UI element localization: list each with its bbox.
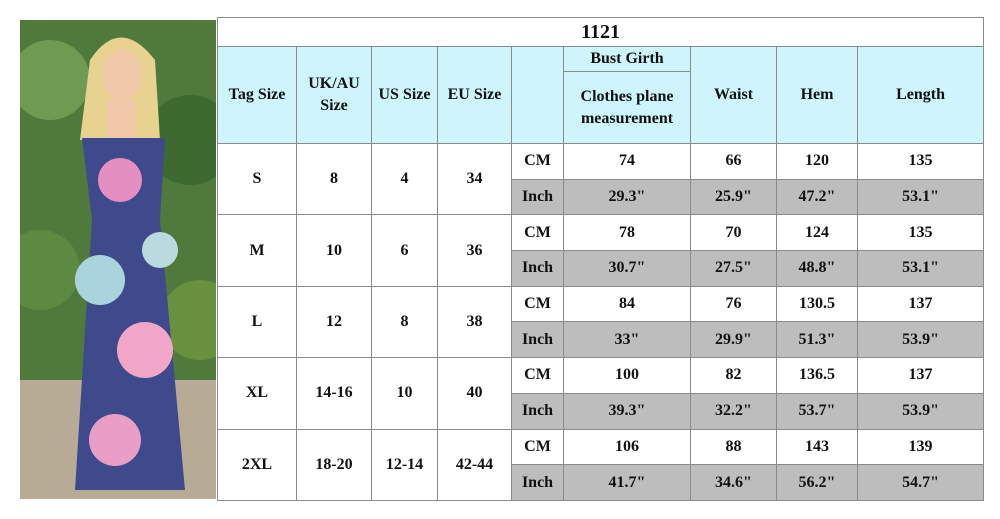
value-cell: 48.8": [776, 250, 858, 287]
unit-cell: Inch: [511, 178, 564, 216]
header-cell: Clothes plane measurement: [563, 71, 691, 144]
table-row: Clothes plane measurement: [218, 71, 984, 144]
size-cell: 42-44: [437, 428, 512, 501]
value-cell: 78: [563, 214, 691, 252]
table-row: Tag Size UK/AU Size US Size EU Size Bust Gir…: [217, 46, 985, 144]
header-cell: Tag Size: [217, 46, 297, 144]
value-cell: 100: [563, 357, 691, 394]
value-cell: 56.2": [776, 464, 858, 501]
product-photo: [20, 20, 216, 499]
table-row: 1121: [216, 17, 985, 47]
value-cell: 54.7": [856, 464, 985, 501]
value-cell: 82: [690, 357, 777, 394]
table-row: Inch 30.7" 27.5" 48.8" 53.1": [218, 250, 985, 287]
value-cell: 27.5": [690, 250, 777, 287]
value-cell: 137: [856, 357, 985, 394]
table-row: Inch 29.3" 25.9" 47.2" 53.1": [218, 178, 985, 216]
size-cell: 36: [437, 214, 512, 287]
table-row: XL 14-16 10 40 CM 100 82 136.5 137: [217, 357, 985, 430]
table-row: S 8 4 34 CM 74 66 120 135: [217, 142, 985, 216]
size-cell: 2XL: [217, 428, 297, 501]
table-row: 2XL 18-20 12-14 42-44 CM 106 88 143 139: [217, 428, 985, 501]
unit-cell: CM: [511, 214, 564, 252]
value-cell: 74: [563, 143, 691, 180]
header-cell: EU Size: [437, 46, 512, 144]
value-cell: 30.7": [563, 250, 691, 287]
unit-cell: Inch: [511, 321, 564, 359]
value-cell: 106: [563, 428, 691, 466]
value-cell: 34.6": [690, 464, 777, 501]
value-cell: 66: [690, 143, 777, 180]
size-cell: 40: [437, 357, 512, 430]
unit-cell: CM: [511, 428, 564, 466]
value-cell: 53.9": [856, 321, 985, 359]
value-cell: 51.3": [776, 321, 858, 359]
size-cell: 8: [371, 285, 438, 359]
value-cell: 29.3": [563, 178, 691, 216]
header-cell: Waist: [690, 46, 777, 144]
value-cell: 33": [563, 321, 691, 359]
header-cell: UK/AU Size: [296, 46, 372, 144]
value-cell: 41.7": [563, 464, 691, 501]
unit-cell: Inch: [511, 250, 564, 287]
size-cell: 12: [296, 285, 372, 359]
size-cell: 8: [296, 142, 372, 216]
header-cell: [511, 46, 564, 144]
value-cell: 139: [856, 428, 985, 466]
value-cell: 84: [563, 285, 691, 323]
value-cell: 39.3": [563, 392, 691, 430]
table-title: 1121: [216, 17, 985, 47]
table-row: Inch 39.3" 32.2" 53.7" 53.9": [218, 392, 985, 430]
value-cell: 136.5: [776, 357, 858, 394]
value-cell: 135: [856, 143, 985, 180]
value-cell: 135: [856, 214, 985, 252]
header-cell: Hem: [776, 46, 858, 144]
value-cell: 53.9": [856, 392, 985, 430]
unit-cell: CM: [511, 285, 564, 323]
unit-cell: Inch: [511, 392, 564, 430]
size-cell: 12-14: [371, 428, 438, 501]
size-cell: 14-16: [296, 357, 372, 430]
size-cell: 34: [437, 142, 512, 216]
table-row: Inch 41.7" 34.6" 56.2" 54.7": [218, 464, 985, 501]
unit-cell: CM: [511, 357, 564, 394]
table-row: L 12 8 38 CM 84 76 130.5 137: [217, 285, 985, 359]
value-cell: 47.2": [776, 178, 858, 216]
value-cell: 53.1": [856, 178, 985, 216]
value-cell: 53.1": [856, 250, 985, 287]
value-cell: 88: [690, 428, 777, 466]
table-row: M 10 6 36 CM 78 70 124 135: [217, 214, 985, 287]
table-row: Inch 33" 29.9" 51.3" 53.9": [218, 321, 985, 359]
size-cell: 10: [371, 357, 438, 430]
size-cell: M: [217, 214, 297, 287]
value-cell: 143: [776, 428, 858, 466]
value-cell: 137: [856, 285, 985, 323]
unit-cell: CM: [511, 143, 564, 180]
header-cell: US Size: [371, 46, 438, 144]
size-cell: 4: [371, 142, 438, 216]
value-cell: 29.9": [690, 321, 777, 359]
size-cell: 6: [371, 214, 438, 287]
value-cell: 130.5: [776, 285, 858, 323]
size-table: 1121 Tag Size UK/AU Size US Size EU Size Bust…: [216, 17, 985, 501]
value-cell: 53.7": [776, 392, 858, 430]
size-cell: L: [217, 285, 297, 359]
header-cell: Bust Girth: [563, 46, 691, 72]
value-cell: 70: [690, 214, 777, 252]
unit-cell: Inch: [511, 464, 564, 501]
size-cell: S: [217, 142, 297, 216]
size-cell: 18-20: [296, 428, 372, 501]
value-cell: 32.2": [690, 392, 777, 430]
value-cell: 76: [690, 285, 777, 323]
size-cell: 10: [296, 214, 372, 287]
value-cell: 25.9": [690, 178, 777, 216]
size-cell: XL: [217, 357, 297, 430]
value-cell: 124: [776, 214, 858, 252]
header-cell: Length: [856, 46, 985, 144]
size-cell: 38: [437, 285, 512, 359]
value-cell: 120: [776, 143, 858, 180]
